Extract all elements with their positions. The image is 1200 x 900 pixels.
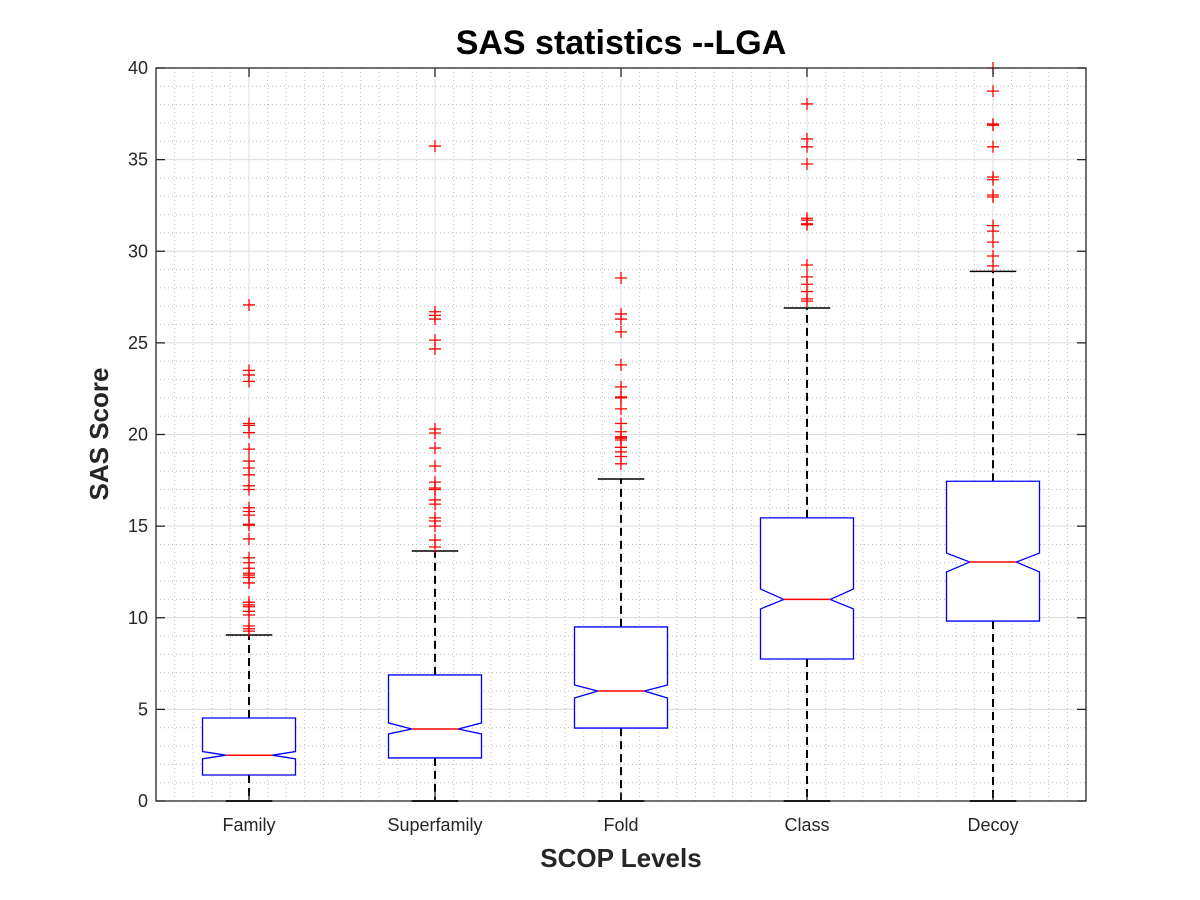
outlier-point: [429, 541, 441, 554]
outlier-point: [615, 313, 627, 326]
outliers: [615, 272, 627, 470]
outlier-point: [243, 298, 255, 311]
outlier-point: [615, 402, 627, 415]
outlier-point: [987, 119, 999, 132]
outlier-point: [429, 442, 441, 455]
outlier-point: [243, 483, 255, 496]
outliers: [987, 62, 999, 272]
outlier-point: [615, 358, 627, 371]
outlier-point: [429, 498, 441, 511]
y-tick-label: 35: [128, 150, 148, 170]
outlier-point: [429, 140, 441, 153]
outlier-point: [243, 532, 255, 545]
y-tick-label: 25: [128, 333, 148, 353]
outlier-point: [801, 97, 813, 110]
y-tick-label: 30: [128, 241, 148, 261]
box-superfamily: [387, 140, 483, 802]
y-tick-label: 0: [138, 791, 148, 811]
y-tick-label: 5: [138, 699, 148, 719]
outlier-point: [987, 191, 999, 204]
outlier-point: [987, 236, 999, 249]
outlier-point: [429, 427, 441, 440]
x-tick-label: Family: [223, 815, 276, 835]
outlier-point: [429, 342, 441, 355]
outlier-point: [801, 258, 813, 271]
box-family: [201, 298, 297, 802]
x-axis-label: SCOP Levels: [540, 843, 701, 873]
outlier-point: [801, 158, 813, 171]
y-tick-label: 20: [128, 425, 148, 445]
y-tick-labels: 0 5 10 15 20 25 30 35 40: [128, 58, 148, 811]
outliers: [801, 97, 813, 308]
outlier-point: [801, 218, 813, 231]
outlier-point: [615, 457, 627, 470]
outlier-point: [243, 576, 255, 589]
y-tick-label: 40: [128, 58, 148, 78]
chart-title: SAS statistics --LGA: [456, 24, 787, 62]
outlier-point: [243, 375, 255, 388]
outlier-point: [615, 272, 627, 285]
x-tick-label: Fold: [603, 815, 638, 835]
outliers: [243, 298, 255, 638]
y-axis-label: SAS Score: [84, 368, 114, 501]
x-tick-label: Decoy: [967, 815, 1018, 835]
x-tick-labels: Family Superfamily Fold Class Decoy: [223, 815, 1019, 835]
box-decoy: [945, 62, 1041, 802]
outlier-point: [987, 259, 999, 272]
outlier-point: [243, 609, 255, 622]
x-tick-label: Superfamily: [387, 815, 482, 835]
outlier-point: [615, 380, 627, 393]
y-tick-label: 15: [128, 516, 148, 536]
tick-marks: [156, 67, 1086, 802]
notched-box: [201, 717, 297, 776]
outlier-point: [801, 140, 813, 153]
y-tick-label: 10: [128, 608, 148, 628]
outlier-point: [429, 483, 441, 496]
outlier-point: [243, 625, 255, 638]
outlier-point: [243, 443, 255, 456]
notched-box: [387, 674, 483, 759]
outlier-point: [429, 520, 441, 533]
outlier-point: [243, 426, 255, 439]
outlier-point: [429, 313, 441, 326]
outliers: [429, 140, 441, 554]
outlier-point: [243, 519, 255, 532]
outlier-point: [801, 295, 813, 308]
x-tick-label: Class: [784, 815, 829, 835]
notched-box: [759, 517, 855, 660]
outlier-point: [429, 460, 441, 473]
outlier-point: [987, 173, 999, 186]
outlier-point: [615, 325, 627, 338]
outlier-point: [243, 468, 255, 481]
outlier-point: [987, 85, 999, 98]
notched-box: [573, 626, 669, 729]
outlier-point: [987, 140, 999, 153]
outlier-point: [615, 391, 627, 404]
notched-box: [945, 480, 1041, 622]
outlier-point: [987, 225, 999, 238]
